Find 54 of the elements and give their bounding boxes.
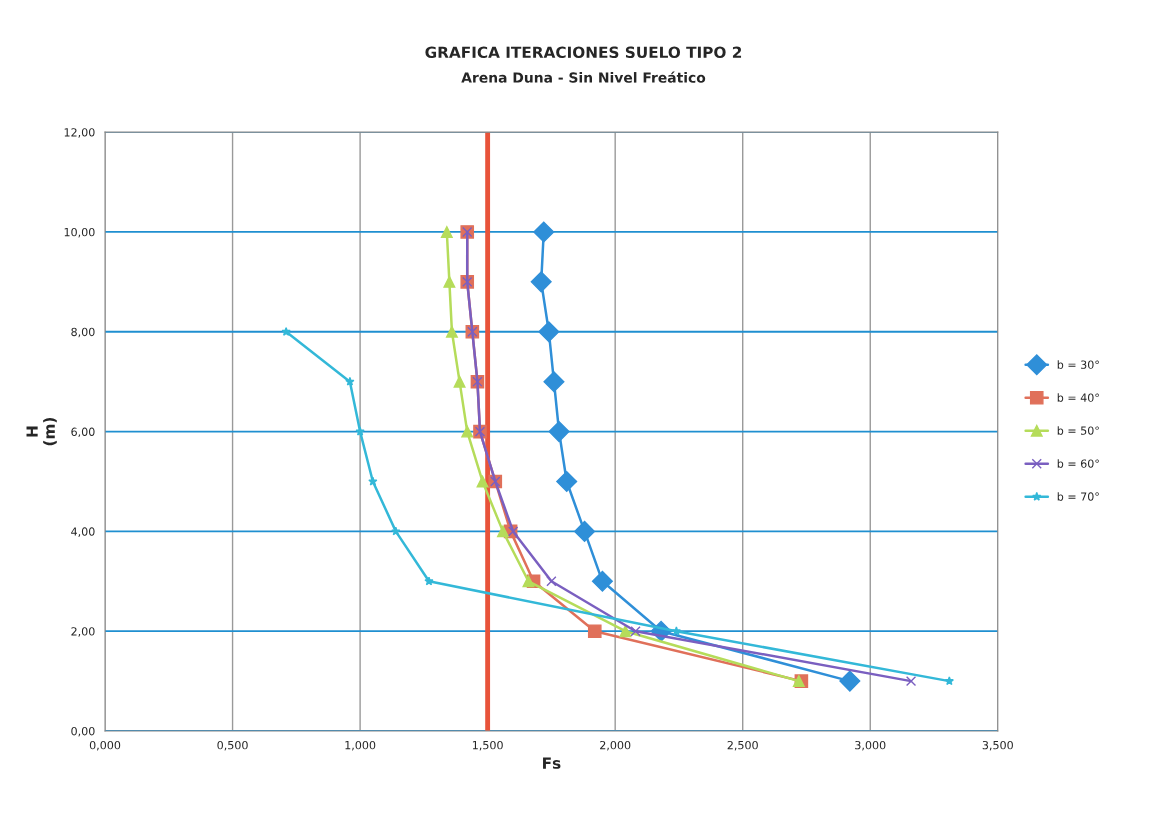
point bbox=[453, 375, 466, 388]
legend-label: b = 70° bbox=[1057, 492, 1099, 501]
x-tick-label: 3,500 bbox=[982, 740, 1013, 751]
x-tick-label: 2,500 bbox=[727, 740, 758, 751]
x-tick-label: 0,000 bbox=[89, 740, 121, 751]
point bbox=[556, 470, 578, 493]
legend-label: b = 40° bbox=[1057, 393, 1099, 402]
legend-label: b = 50° bbox=[1057, 426, 1099, 435]
y-tick-label: 4,00 bbox=[71, 527, 95, 537]
point bbox=[538, 321, 560, 343]
point bbox=[461, 425, 474, 438]
point bbox=[533, 221, 555, 243]
point bbox=[530, 271, 552, 293]
point bbox=[839, 670, 861, 692]
x-tick-label: 3,000 bbox=[855, 740, 886, 751]
y-tick-label: 8,00 bbox=[71, 327, 95, 338]
legend-label: b = 60° bbox=[1057, 459, 1099, 468]
point bbox=[630, 626, 641, 637]
point bbox=[496, 525, 509, 538]
point bbox=[548, 421, 570, 443]
point bbox=[574, 520, 596, 542]
point bbox=[281, 326, 291, 336]
x-tick-label: 1,500 bbox=[472, 740, 503, 751]
point bbox=[591, 570, 613, 592]
point bbox=[671, 626, 682, 636]
point bbox=[440, 225, 453, 238]
point bbox=[443, 275, 456, 288]
point bbox=[944, 676, 954, 686]
point bbox=[905, 675, 917, 687]
point bbox=[508, 526, 519, 537]
point bbox=[619, 625, 632, 638]
point bbox=[345, 376, 355, 386]
x-tick-label: 0,500 bbox=[217, 740, 248, 751]
chart-subtitle: Arena Duna - Sin Nivel Freático bbox=[461, 71, 706, 83]
point bbox=[546, 576, 557, 587]
chart-title: GRAFICA ITERACIONES SUELO TIPO 2 bbox=[425, 46, 742, 59]
y-tick-label: 0,00 bbox=[71, 726, 95, 737]
point bbox=[445, 325, 458, 338]
point bbox=[391, 526, 401, 536]
point bbox=[587, 624, 602, 639]
x-tick-label: 1,000 bbox=[345, 740, 376, 751]
point bbox=[522, 575, 535, 588]
y-tick-label: 6,00 bbox=[71, 427, 95, 438]
y-tick-label: 10,00 bbox=[64, 227, 95, 238]
x-axis-title: Fs bbox=[543, 757, 561, 769]
point bbox=[476, 475, 489, 488]
point bbox=[543, 371, 565, 393]
point bbox=[424, 576, 434, 586]
y-tick-label: 2,00 bbox=[71, 627, 95, 637]
x-tick-label: 2,000 bbox=[600, 740, 631, 751]
point bbox=[792, 675, 805, 688]
y-tick-label: 12,00 bbox=[64, 128, 95, 138]
y-axis-title: H (m) bbox=[26, 417, 57, 446]
legend-label: b = 30° bbox=[1057, 360, 1099, 369]
